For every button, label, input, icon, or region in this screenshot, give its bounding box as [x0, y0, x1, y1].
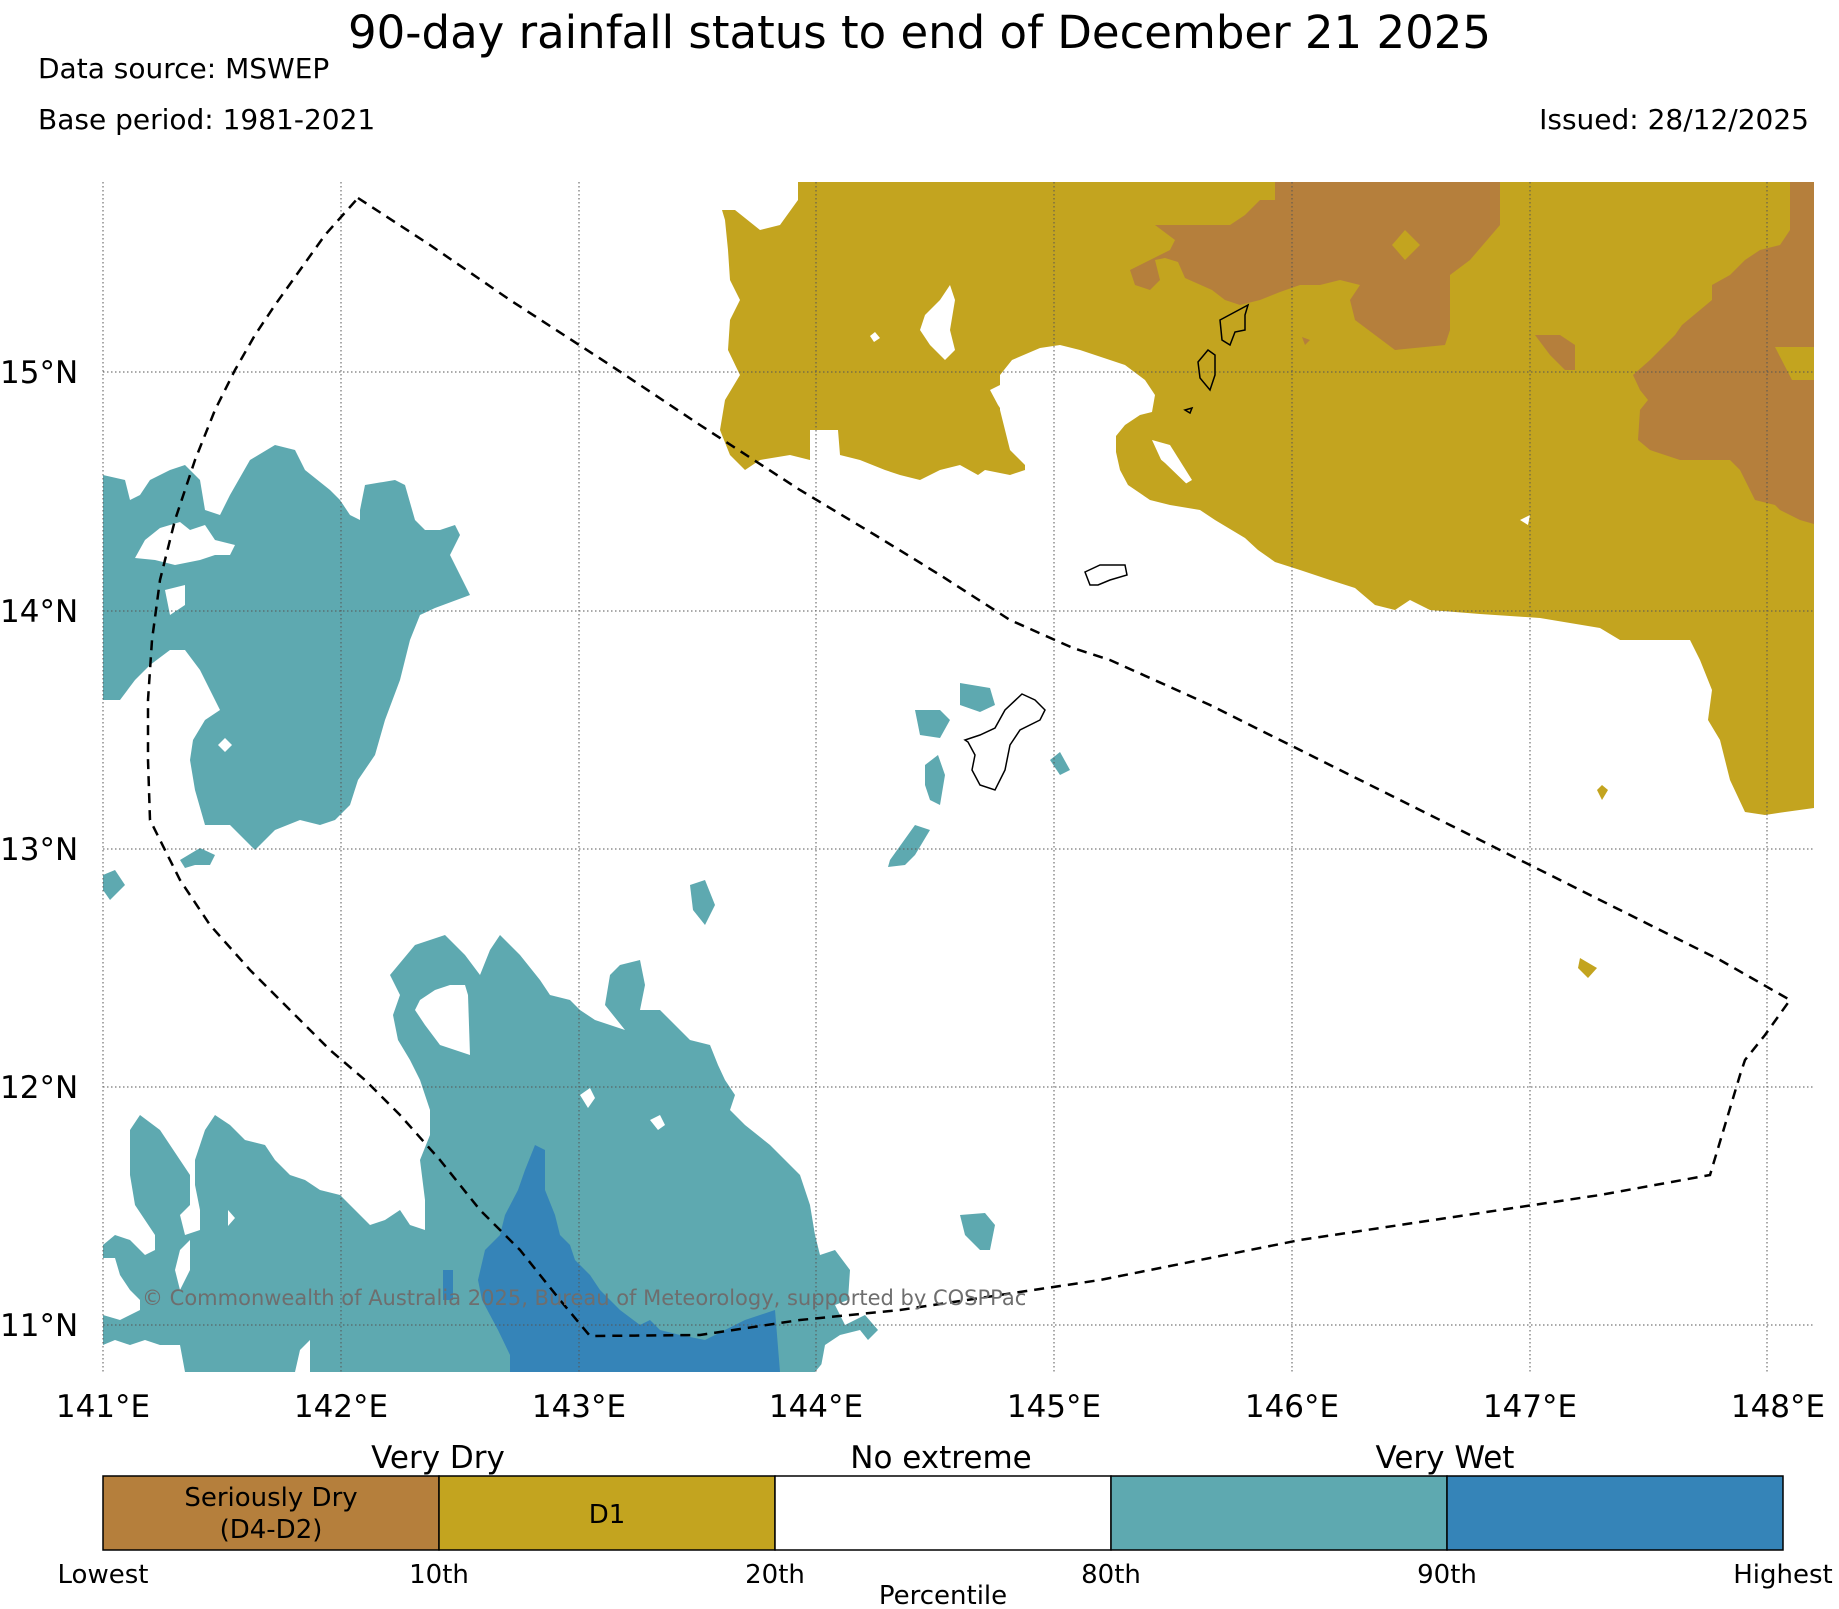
no-extreme-hole — [650, 1115, 665, 1130]
legend-box-90-plus — [1446, 1475, 1784, 1551]
no-extreme-hole — [870, 332, 880, 342]
legend-tick: 80th — [1081, 1560, 1141, 1590]
legend: Very Dry No extreme Very Wet Seriously D… — [58, 1440, 1833, 1609]
very-wet-region — [888, 825, 930, 867]
guam-outline — [963, 693, 1046, 791]
legend-tick: Highest — [1733, 1560, 1833, 1590]
legend-group-no-extreme: No extreme — [850, 1440, 1031, 1476]
copyright-notice: © Commonwealth of Australia 2025, Bureau… — [142, 1286, 1026, 1310]
legend-group-very-dry: Very Dry — [371, 1440, 505, 1476]
lat-label: 11°N — [0, 1308, 78, 1344]
d1-patch — [1140, 448, 1193, 497]
lon-label: 145°E — [1007, 1389, 1101, 1425]
lat-label: 15°N — [0, 355, 78, 391]
very-wet-region — [960, 1213, 995, 1250]
no-extreme-hole — [820, 1330, 868, 1372]
d1-patch — [1578, 958, 1597, 978]
seriously-dry-region — [1302, 337, 1310, 345]
legend-group-very-wet: Very Wet — [1376, 1440, 1515, 1476]
aguijan-outline — [1183, 406, 1194, 415]
no-extreme-hole — [228, 1210, 235, 1226]
lon-label: 147°E — [1483, 1389, 1577, 1425]
longitude-labels: 141°E 142°E 143°E 144°E 145°E 146°E 147°… — [56, 1389, 1825, 1425]
very-wet-90th-region — [478, 1145, 780, 1372]
lon-label: 143°E — [532, 1389, 626, 1425]
issued-date-label: Issued: 28/12/2025 — [1539, 103, 1809, 136]
legend-tick: 10th — [409, 1560, 469, 1590]
very-wet-region — [180, 848, 215, 868]
lon-label: 144°E — [769, 1389, 863, 1425]
legend-tick: 20th — [745, 1560, 805, 1590]
no-extreme-hole — [103, 1340, 185, 1372]
map-area — [103, 182, 1814, 1372]
lat-label: 14°N — [0, 594, 78, 630]
no-extreme-hole — [1152, 440, 1192, 490]
latitude-labels: 15°N 14°N 13°N 12°N 11°N — [0, 355, 78, 1344]
legend-tick: 90th — [1417, 1560, 1477, 1590]
very-wet-region — [103, 870, 125, 900]
lon-label: 146°E — [1245, 1389, 1339, 1425]
no-extreme-hole — [920, 285, 955, 360]
no-extreme-hole — [175, 1240, 190, 1290]
very-wet-region — [690, 880, 715, 925]
seriously-dry-region — [1535, 335, 1575, 370]
lat-label: 13°N — [0, 832, 78, 868]
seriously-dry-region — [1130, 182, 1500, 350]
tinian-outline — [1197, 348, 1216, 392]
d1-patch — [1597, 785, 1608, 800]
data-source-label: Data source: MSWEP — [38, 52, 330, 85]
base-period-label: Base period: 1981-2021 — [38, 103, 376, 136]
map-title: 90-day rainfall status to end of Decembe… — [348, 6, 1491, 59]
no-extreme-hole — [165, 585, 185, 615]
legend-tick: Lowest — [58, 1560, 149, 1590]
seriously-dry-region — [1633, 182, 1814, 524]
saipan-outline — [1219, 303, 1250, 347]
legend-box-label: (D4-D2) — [220, 1515, 323, 1545]
no-extreme-hole — [580, 1088, 595, 1108]
no-extreme-hole — [990, 385, 1020, 420]
legend-box-seriously-dry — [102, 1475, 440, 1551]
no-extreme-hole — [103, 1258, 140, 1320]
very-wet-region — [960, 683, 995, 712]
legend-box-label: Seriously Dry — [184, 1483, 357, 1513]
no-extreme-hole — [415, 985, 470, 1055]
eez-boundary — [146, 196, 1792, 1338]
lat-lon-grid — [102, 182, 1814, 1372]
legend-box-no-extreme — [774, 1475, 1112, 1551]
lon-label: 148°E — [1731, 1389, 1825, 1425]
very-wet-region — [103, 445, 470, 850]
very-wet-region — [103, 935, 878, 1372]
very-wet-region — [925, 755, 945, 805]
very-wet-90th-region — [443, 1270, 453, 1300]
no-extreme-hole — [218, 738, 232, 752]
very-wet-region — [915, 710, 950, 738]
legend-box-80-90 — [1110, 1475, 1448, 1551]
lon-label: 142°E — [294, 1389, 388, 1425]
legend-box-d1 — [438, 1475, 776, 1551]
lon-label: 141°E — [56, 1389, 150, 1425]
no-extreme-hole — [1520, 515, 1530, 525]
legend-box-label: D1 — [589, 1500, 626, 1530]
lat-label: 12°N — [0, 1070, 78, 1106]
no-extreme-hole — [135, 522, 235, 565]
very-wet-region — [1050, 752, 1070, 775]
no-extreme-hole — [295, 1340, 310, 1372]
coastlines — [963, 303, 1250, 791]
legend-axis-label: Percentile — [879, 1581, 1007, 1609]
d1-patch — [1392, 230, 1420, 260]
rota-outline — [1084, 564, 1128, 586]
